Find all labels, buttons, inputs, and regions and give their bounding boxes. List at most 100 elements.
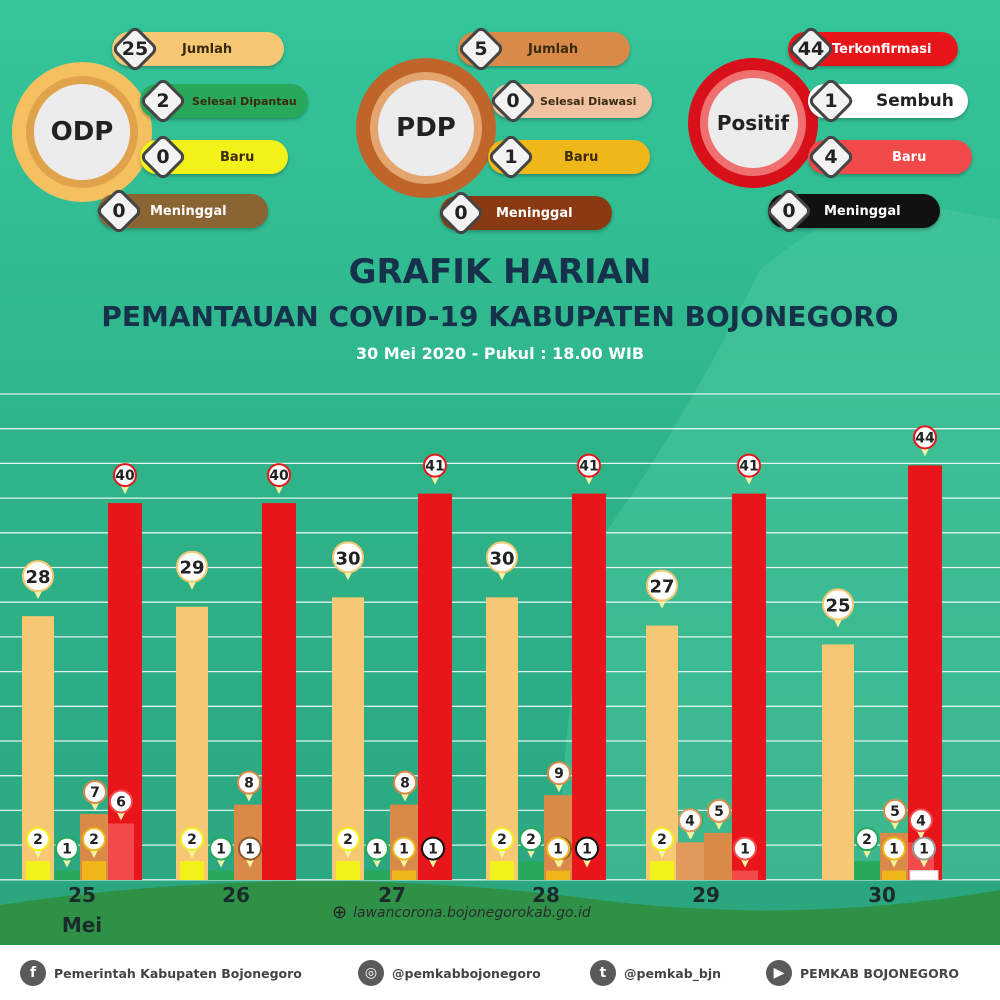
value-label: 2 <box>343 832 353 848</box>
bar-pdp-baru <box>882 870 906 880</box>
pdp-meninggal-label: Meninggal <box>496 205 573 221</box>
value-pin <box>392 836 416 861</box>
bar-positif-konfirmasi <box>262 503 296 880</box>
x-tick-label: 30 <box>868 883 896 907</box>
bar-odp-selesai <box>518 861 544 880</box>
value-pin <box>237 770 261 795</box>
website-link[interactable]: ⊕ lawancorona.bojonegorokab.go.id <box>332 902 591 923</box>
value-pin <box>26 827 50 852</box>
value-pin <box>267 463 291 488</box>
value-pin <box>22 560 54 593</box>
value-pin <box>238 836 262 861</box>
odp-meninggal-label: Meninggal <box>150 203 227 219</box>
instagram-text: @pemkabbojonegoro <box>392 965 541 981</box>
bar-odp-jumlah <box>822 644 854 880</box>
value-pin <box>109 789 133 814</box>
bar-odp-selesai <box>364 870 390 880</box>
value-label: 1 <box>740 842 750 858</box>
twitter-link[interactable]: t @pemkab_bjn <box>590 960 721 986</box>
value-label: 1 <box>216 842 226 858</box>
value-pin <box>547 761 571 786</box>
value-pin <box>575 836 599 861</box>
bar-pdp-baru <box>392 870 416 880</box>
positif-konfirmasi-label: Terkonfirmasi <box>832 41 932 57</box>
youtube-text: PEMKAB BOJONEGORO <box>800 965 959 981</box>
bar-positif-konfirmasi <box>418 493 452 880</box>
value-pin <box>393 770 417 795</box>
chart-subtitle: PEMANTAUAN COVID-19 KABUPATEN BOJONEGORO <box>101 300 899 333</box>
positif-baru-label: Baru <box>892 149 927 165</box>
bar-positif-konfirmasi <box>572 493 606 880</box>
value-pin <box>883 798 907 823</box>
value-label: 41 <box>425 459 444 475</box>
value-label: 1 <box>372 842 382 858</box>
x-tick-label: 27 <box>378 883 406 907</box>
youtube-icon: ▶ <box>766 960 792 986</box>
bar-odp-baru <box>180 861 204 880</box>
value-label: 30 <box>489 548 514 569</box>
bar-pdp-selesai <box>676 842 704 880</box>
value-pin <box>650 827 674 852</box>
value-pin <box>365 836 389 861</box>
value-label: 44 <box>915 430 935 446</box>
value-pin <box>737 453 761 478</box>
value-pin <box>707 798 731 823</box>
value-label: 2 <box>497 832 507 848</box>
value-pin <box>423 453 447 478</box>
value-label: 40 <box>115 468 135 484</box>
value-pin <box>421 836 445 861</box>
value-pin <box>855 827 879 852</box>
value-label: 25 <box>825 595 850 616</box>
value-label: 9 <box>554 766 564 782</box>
value-pin <box>646 569 678 602</box>
x-tick-label: 25 <box>68 883 96 907</box>
twitter-icon: t <box>590 960 616 986</box>
value-label: 27 <box>649 577 674 598</box>
value-label: 1 <box>889 842 899 858</box>
value-label: 8 <box>400 776 410 792</box>
x-tick-label: 29 <box>692 883 720 907</box>
value-label: 2 <box>89 832 99 848</box>
youtube-link[interactable]: ▶ PEMKAB BOJONEGORO <box>766 960 959 986</box>
instagram-icon: ◎ <box>358 960 384 986</box>
value-label: 1 <box>428 842 438 858</box>
value-label: 5 <box>890 804 900 820</box>
bar-positif-konfirmasi <box>108 503 142 880</box>
value-pin <box>83 780 107 805</box>
bar-pdp-baru <box>82 861 106 880</box>
x-tick-label: 28 <box>532 883 560 907</box>
bar-odp-baru <box>336 861 360 880</box>
value-label: 2 <box>33 832 43 848</box>
value-label: 2 <box>187 832 197 848</box>
value-label: 41 <box>739 459 758 475</box>
chart-title: GRAFIK HARIAN <box>348 252 652 292</box>
chart-date: 30 Mei 2020 - Pukul : 18.00 WIB <box>355 344 645 363</box>
pdp-selesai-label: Selesai Diawasi <box>540 94 637 108</box>
value-pin <box>678 808 702 833</box>
value-pin <box>909 808 933 833</box>
value-label: 5 <box>714 804 724 820</box>
odp-jumlah-label: Jumlah <box>182 41 233 57</box>
instagram-link[interactable]: ◎ @pemkabbojonegoro <box>358 960 541 986</box>
value-label: 4 <box>916 813 926 829</box>
bar-positif-sembuh <box>909 870 939 881</box>
odp-baru-label: Baru <box>220 149 255 165</box>
value-pin <box>912 836 936 861</box>
bar-pdp-jumlah <box>704 832 734 880</box>
value-label: 1 <box>245 842 255 858</box>
x-month-label: Mei <box>62 913 102 937</box>
bar-odp-selesai <box>208 870 234 880</box>
positif-label: Positif <box>708 78 798 168</box>
facebook-link[interactable]: f Pemerintah Kabupaten Bojonegoro <box>20 960 302 986</box>
value-pin <box>209 836 233 861</box>
value-pin <box>519 827 543 852</box>
value-pin <box>913 425 937 450</box>
value-label: 1 <box>582 842 592 858</box>
pdp-label: PDP <box>378 80 474 176</box>
value-label: 28 <box>25 567 50 588</box>
value-pin <box>490 827 514 852</box>
odp-label: ODP <box>34 84 130 180</box>
value-pin <box>336 827 360 852</box>
bar-odp-baru <box>26 861 50 880</box>
